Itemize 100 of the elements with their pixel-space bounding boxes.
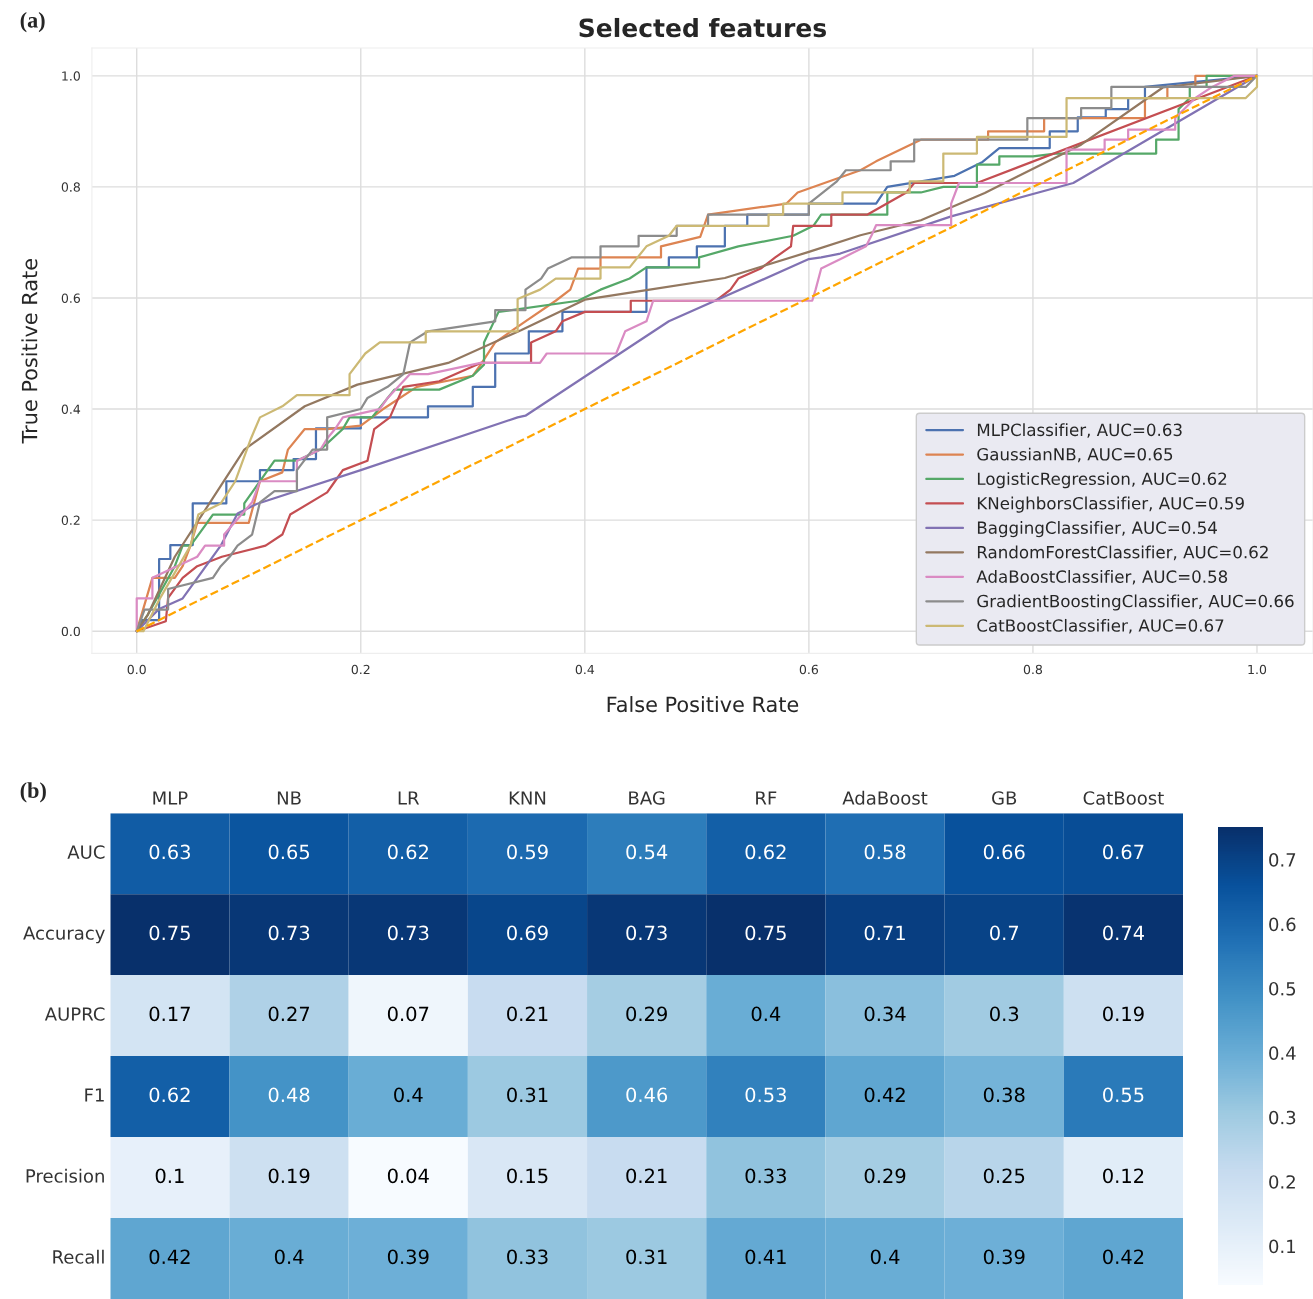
data-label: 0.33 xyxy=(507,1249,548,1265)
data-label: 0.73 xyxy=(387,925,429,941)
data-label: 0.4 xyxy=(394,1087,423,1103)
data-label: 0.63 xyxy=(149,844,190,860)
data-label: 0.55 xyxy=(1103,1087,1144,1103)
data-label: 0.67 xyxy=(1103,844,1144,860)
x-tick-label: 0.2 xyxy=(351,664,370,675)
data-label: 0.21 xyxy=(626,1168,667,1184)
data-label: 0.1 xyxy=(155,1168,184,1184)
data-label: 0.17 xyxy=(149,1006,190,1022)
x-axis-title: False Positive Rate xyxy=(607,696,799,713)
data-label: 0.74 xyxy=(1103,925,1144,941)
data-label: 0.7 xyxy=(990,925,1019,941)
y-tick-label: 0.4 xyxy=(61,404,81,414)
data-label: 0.38 xyxy=(983,1087,1025,1103)
y-tick-label: 1.0 xyxy=(62,71,80,81)
data-label: 0.62 xyxy=(387,844,428,860)
y-tick-label: F1 xyxy=(85,1088,104,1102)
x-tick-label: 0.0 xyxy=(127,664,146,675)
legend-label: MLPClassifier, AUC=0.63 xyxy=(977,423,1182,438)
x-tick-label: KNN xyxy=(509,791,546,805)
data-label: 0.19 xyxy=(268,1168,310,1184)
data-label: 0.31 xyxy=(507,1087,548,1103)
data-label: 0.34 xyxy=(864,1006,906,1022)
data-label: 0.07 xyxy=(387,1006,429,1022)
data-label: 0.48 xyxy=(268,1087,310,1103)
legend-label: LogisticRegression, AUC=0.62 xyxy=(977,472,1227,489)
data-label: 0.69 xyxy=(507,925,548,941)
x-tick-label: GB xyxy=(992,791,1017,805)
data-label: 0.54 xyxy=(626,844,668,860)
y-axis-title: True Positive Rate xyxy=(21,259,38,444)
data-label: 0.31 xyxy=(626,1249,667,1265)
color-bar-label: 0.2 xyxy=(1269,1175,1295,1189)
data-label: 0.3 xyxy=(990,1006,1019,1022)
x-tick-label: 0.8 xyxy=(1023,664,1043,675)
data-label: 0.42 xyxy=(149,1249,190,1265)
y-tick-label: 0.0 xyxy=(61,626,80,637)
data-label: 0.46 xyxy=(626,1087,668,1103)
legend-label: RandomForestClassifier, AUC=0.62 xyxy=(977,545,1268,561)
data-label: 0.53 xyxy=(745,1087,786,1103)
text: (a) xyxy=(20,12,45,33)
x-tick-label: 1.0 xyxy=(1248,664,1267,675)
chart-title: Selected features xyxy=(579,17,826,38)
data-label: 0.04 xyxy=(387,1168,429,1184)
data-label: 0.29 xyxy=(864,1168,906,1184)
data-label: 0.15 xyxy=(507,1168,548,1184)
color-bar-label: 0.5 xyxy=(1269,981,1296,996)
y-tick-label: 0.8 xyxy=(61,182,80,192)
y-tick-label: Accuracy xyxy=(23,926,105,944)
data-label: 0.25 xyxy=(983,1168,1025,1184)
data-label: 0.65 xyxy=(268,844,310,860)
y-tick-label: 0.6 xyxy=(61,293,81,303)
data-label: 0.41 xyxy=(745,1249,786,1265)
x-tick-label: 0.4 xyxy=(575,664,595,675)
y-tick-label: Precision xyxy=(26,1168,104,1183)
data-label: 0.58 xyxy=(864,844,906,860)
legend-label: GaussianNB, AUC=0.65 xyxy=(977,447,1173,463)
legend-label: AdaBoostClassifier, AUC=0.58 xyxy=(976,570,1228,585)
x-tick-label: CatBoost xyxy=(1083,791,1164,805)
data-label: 0.42 xyxy=(864,1087,905,1103)
data-label: 0.19 xyxy=(1103,1006,1144,1022)
data-label: 0.4 xyxy=(751,1006,781,1022)
color-bar-label: 0.4 xyxy=(1269,1046,1296,1060)
data-label: 0.62 xyxy=(745,844,786,860)
data-label: 0.71 xyxy=(864,925,905,941)
data-label: 0.75 xyxy=(149,925,190,941)
legend-label: GradientBoostingClassifier, AUC=0.66 xyxy=(977,594,1294,611)
data-label: 0.4 xyxy=(870,1249,900,1265)
data-label: 0.27 xyxy=(268,1006,310,1022)
data-label: 0.33 xyxy=(745,1168,786,1184)
x-tick-label: NB xyxy=(277,791,301,805)
y-tick-label: AUPRC xyxy=(44,1007,105,1021)
data-label: 0.42 xyxy=(1103,1249,1144,1265)
x-tick-label: 0.6 xyxy=(799,664,819,675)
data-label: 0.59 xyxy=(507,844,548,860)
legend-label: BaggingClassifier, AUC=0.54 xyxy=(977,521,1217,538)
y-tick-label: 0.2 xyxy=(61,515,80,526)
legend-label: KNeighborsClassifier, AUC=0.59 xyxy=(977,496,1244,513)
color-bar-label: 0.3 xyxy=(1269,1110,1296,1125)
color-bar-label: 0.6 xyxy=(1269,917,1296,932)
x-tick-label: LR xyxy=(398,791,420,805)
data-label: 0.39 xyxy=(387,1249,429,1265)
data-label: 0.73 xyxy=(268,925,310,941)
x-tick-label: BAG xyxy=(629,791,665,805)
x-tick-label: RF xyxy=(756,791,777,805)
data-label: 0.12 xyxy=(1103,1168,1144,1184)
data-label: 0.29 xyxy=(626,1006,667,1022)
data-label: 0.75 xyxy=(745,925,786,941)
color-bar-label: 0.1 xyxy=(1269,1239,1296,1254)
data-label: 0.4 xyxy=(274,1249,304,1265)
x-tick-label: AdaBoost xyxy=(842,790,928,805)
data-label: 0.62 xyxy=(149,1087,190,1103)
legend-label: CatBoostClassifier, AUC=0.67 xyxy=(977,618,1224,634)
y-tick-label: AUC xyxy=(67,845,105,859)
data-label: 0.66 xyxy=(983,844,1025,860)
data-label: 0.73 xyxy=(626,925,667,941)
text: (b) xyxy=(20,782,46,803)
data-label: 0.21 xyxy=(507,1006,548,1022)
x-tick-label: MLP xyxy=(153,791,188,805)
y-tick-label: Recall xyxy=(53,1249,104,1264)
